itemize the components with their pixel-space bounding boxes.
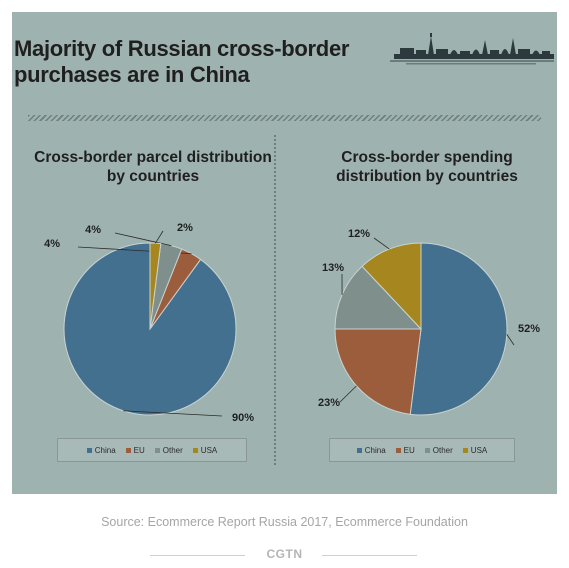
parcel-chart-title: Cross-border parcel distribution by coun… (34, 149, 272, 185)
spending-chart-legend: China EU Other USA (329, 438, 515, 462)
leader-line-usa (155, 230, 164, 244)
legend-item-china: China (86, 445, 116, 455)
legend-label-china: China (364, 445, 386, 455)
data-label-other: 13% (322, 262, 344, 274)
legend-label-china: China (94, 445, 116, 455)
parcel-chart-legend: China EU Other USA (57, 438, 247, 462)
leader-line-other (114, 232, 172, 247)
legend-item-other: Other (154, 445, 183, 455)
leader-line-eu (339, 385, 357, 403)
legend-swatch-china (356, 447, 362, 453)
pie-slice-eu (334, 328, 422, 415)
legend-swatch-other (154, 447, 160, 453)
legend-label-eu: EU (403, 445, 415, 455)
leader-line-china (506, 334, 515, 346)
data-label-usa: 2% (177, 222, 193, 234)
legend-item-other: Other (424, 445, 453, 455)
legend-swatch-usa (462, 447, 468, 453)
legend-label-usa: USA (470, 445, 488, 455)
legend-item-usa: USA (192, 445, 218, 455)
spending-chart-title: Cross-border spending distribution by co… (336, 149, 518, 185)
cgtn-logo: CGTN (266, 547, 303, 561)
leader-line-usa (373, 237, 390, 250)
data-label-eu: 23% (318, 397, 340, 409)
data-label-usa: 12% (348, 228, 370, 240)
legend-swatch-eu (125, 447, 131, 453)
legend-label-eu: EU (133, 445, 145, 455)
legend-swatch-usa (192, 447, 198, 453)
title-underline-hatch (28, 115, 541, 121)
legend-swatch-other (424, 447, 430, 453)
data-label-eu: 4% (44, 238, 60, 250)
page-title: Majority of Russian cross-border purchas… (14, 36, 350, 87)
legend-swatch-eu (395, 447, 401, 453)
center-divider (274, 135, 276, 465)
legend-label-usa: USA (200, 445, 218, 455)
legend-item-eu: EU (395, 445, 415, 455)
pie-slice-other (334, 265, 423, 330)
moscow-skyline-illustration (390, 33, 554, 65)
leader-line-china (123, 410, 223, 417)
legend-item-usa: USA (462, 445, 488, 455)
legend-item-eu: EU (125, 445, 145, 455)
legend-item-china: China (356, 445, 386, 455)
legend-swatch-china (86, 447, 92, 453)
legend-label-other: Other (432, 445, 453, 455)
pie-slice-usa (361, 242, 422, 331)
legend-label-other: Other (162, 445, 183, 455)
data-label-china: 90% (232, 412, 254, 424)
data-label-china: 52% (518, 323, 540, 335)
footer-rule-left (150, 555, 245, 556)
infographic-panel (12, 12, 557, 494)
source-credit: Source: Ecommerce Report Russia 2017, Ec… (101, 515, 468, 529)
footer-rule-right (322, 555, 417, 556)
data-label-other: 4% (85, 224, 101, 236)
pie-slice-china (409, 242, 508, 416)
